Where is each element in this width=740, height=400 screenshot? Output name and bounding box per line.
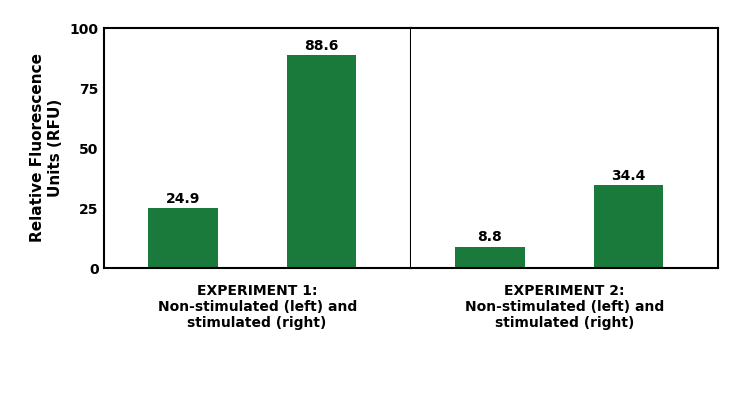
- Text: 8.8: 8.8: [477, 230, 502, 244]
- Y-axis label: Relative Fluorescence
Units (RFU): Relative Fluorescence Units (RFU): [30, 54, 63, 242]
- Text: 34.4: 34.4: [611, 169, 646, 183]
- Bar: [287, 55, 356, 268]
- Text: EXPERIMENT 2:
Non-stimulated (left) and
stimulated (right): EXPERIMENT 2: Non-stimulated (left) and …: [465, 284, 664, 330]
- Text: 24.9: 24.9: [166, 192, 200, 206]
- Bar: [148, 208, 218, 268]
- Text: 88.6: 88.6: [304, 39, 339, 53]
- Bar: [455, 247, 525, 268]
- Bar: [594, 186, 663, 268]
- Text: EXPERIMENT 1:
Non-stimulated (left) and
stimulated (right): EXPERIMENT 1: Non-stimulated (left) and …: [158, 284, 357, 330]
